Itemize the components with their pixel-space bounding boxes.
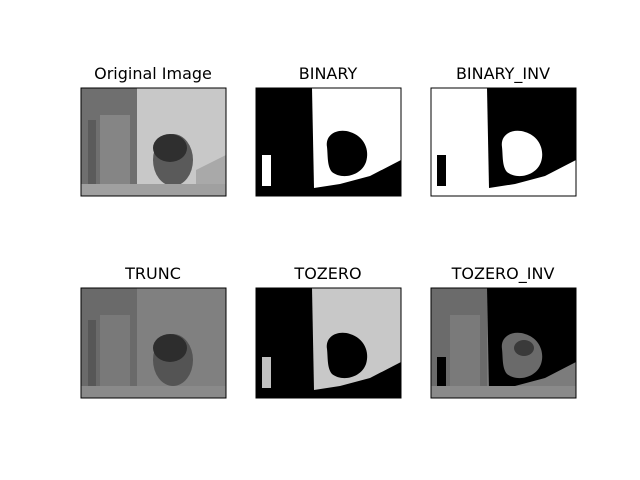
axes-frame [430,287,577,399]
panel-tozero: TOZERO [255,264,402,399]
panel-title: TOZERO_INV [451,264,555,284]
panel-tozero-inv: TOZERO_INV [430,264,577,399]
panel-title: Original Image [94,64,212,83]
image-tozero-inv [431,288,576,398]
image-binary-inv [431,88,576,196]
panel-binary: BINARY [255,64,402,197]
panel-title: TRUNC [124,264,181,283]
axes-frame [80,287,227,399]
image-trunc [81,288,226,398]
axes-frame [430,87,577,197]
image-binary [256,88,401,196]
panel-binary-inv: BINARY_INV [430,64,577,197]
axes-frame [255,287,402,399]
panel-title: BINARY_INV [456,64,550,84]
panel-title: BINARY [299,64,358,83]
image-tozero [256,288,401,398]
panel-title: TOZERO [293,264,361,283]
panel-trunc: TRUNC [80,264,227,399]
image-original [81,88,226,196]
panel-original: Original Image [80,64,227,197]
axes-frame [255,87,402,197]
axes-frame [80,87,227,197]
